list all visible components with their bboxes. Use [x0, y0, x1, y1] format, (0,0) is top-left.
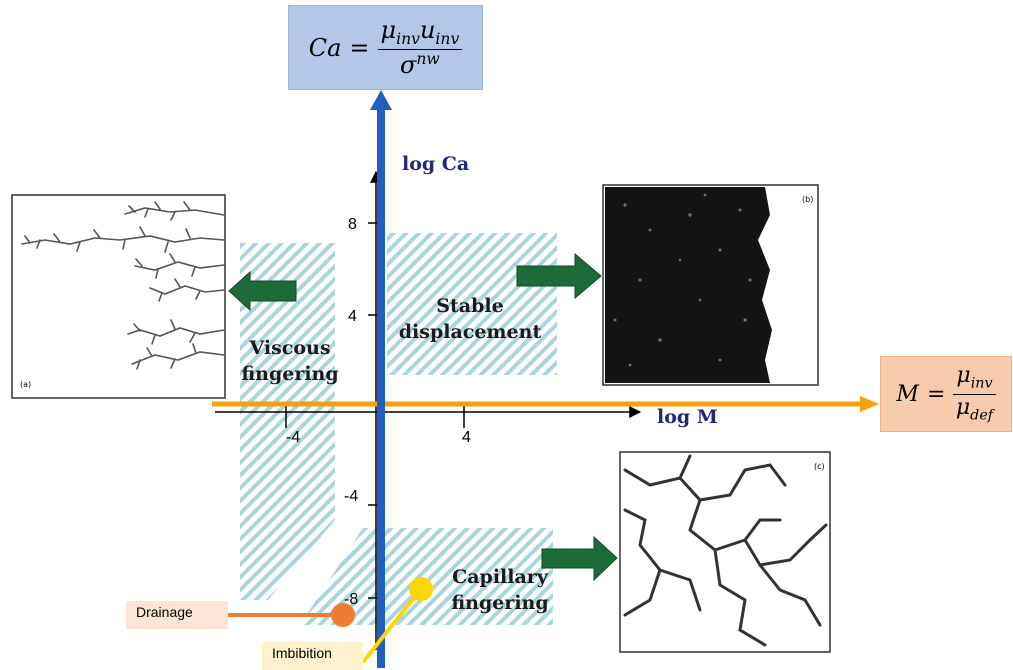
x-tick-label-4: 4: [462, 429, 471, 446]
capillary-number-formula: Ca = μinvuinv σnw: [289, 6, 482, 89]
x-tick-label-minus4: -4: [286, 429, 300, 446]
capillary-label-line2: fingering: [451, 592, 548, 614]
m-denominator: μdef: [955, 394, 994, 423]
m-equals: =: [926, 381, 946, 407]
drainage-label: Drainage: [126, 601, 228, 629]
viscosity-ratio-formula-box: M = μinv μdef: [880, 356, 1012, 432]
ca-fraction: μinvuinv σnw: [377, 17, 463, 79]
arrow-to-stable-pattern: [516, 252, 602, 300]
capillary-fingering-pattern-image: (c): [619, 451, 831, 653]
viscous-label-line2: fingering: [241, 363, 338, 385]
m-fraction: μinv μdef: [953, 364, 996, 423]
y-tick-label-8: 8: [348, 216, 357, 233]
viscous-label-line1: Viscous: [248, 337, 330, 359]
y-tick-label-4: 4: [348, 308, 357, 325]
imbibition-label: Imbibition: [262, 642, 363, 670]
arrow-to-capillary-pattern: [541, 535, 618, 582]
capillary-number-arrow-head: [370, 90, 392, 110]
pattern-badge-b: (b): [802, 195, 813, 204]
stable-displacement-pattern-image: (b): [602, 184, 819, 386]
viscous-fingering-region: [240, 243, 335, 600]
ca-lhs: Ca: [308, 33, 342, 62]
imbibition-marker: [409, 577, 433, 601]
arrow-to-viscous-pattern: [228, 270, 297, 312]
viscosity-ratio-arrow-head: [860, 396, 879, 412]
stable-displacement-region: [387, 233, 557, 375]
ca-equals: =: [349, 33, 370, 62]
ca-denominator: σnw: [399, 49, 440, 79]
pattern-badge-a: (a): [20, 380, 31, 389]
x-axis-label: log M: [657, 406, 718, 428]
viscosity-ratio-formula: M = μinv μdef: [881, 357, 1011, 431]
viscous-fingering-pattern-image: (a): [11, 194, 226, 399]
stable-label-line2: displacement: [399, 321, 542, 343]
m-numerator: μinv: [953, 364, 996, 395]
m-lhs: M: [896, 381, 919, 407]
imbibition-connector: [361, 587, 423, 664]
stable-label-line1: Stable: [436, 295, 503, 317]
drainage-marker: [331, 603, 355, 627]
y-tick-label-minus4: -4: [344, 488, 358, 505]
capillary-label-line1: Capillary: [452, 566, 549, 588]
capillary-fingering-region: [300, 528, 553, 625]
y-tick-label-minus8: -8: [344, 591, 358, 608]
pattern-badge-c: (c): [814, 462, 825, 471]
y-axis-label: log Ca: [402, 153, 469, 175]
capillary-number-formula-box: Ca = μinvuinv σnw: [288, 5, 483, 90]
ca-numerator: μinvuinv: [377, 17, 463, 50]
